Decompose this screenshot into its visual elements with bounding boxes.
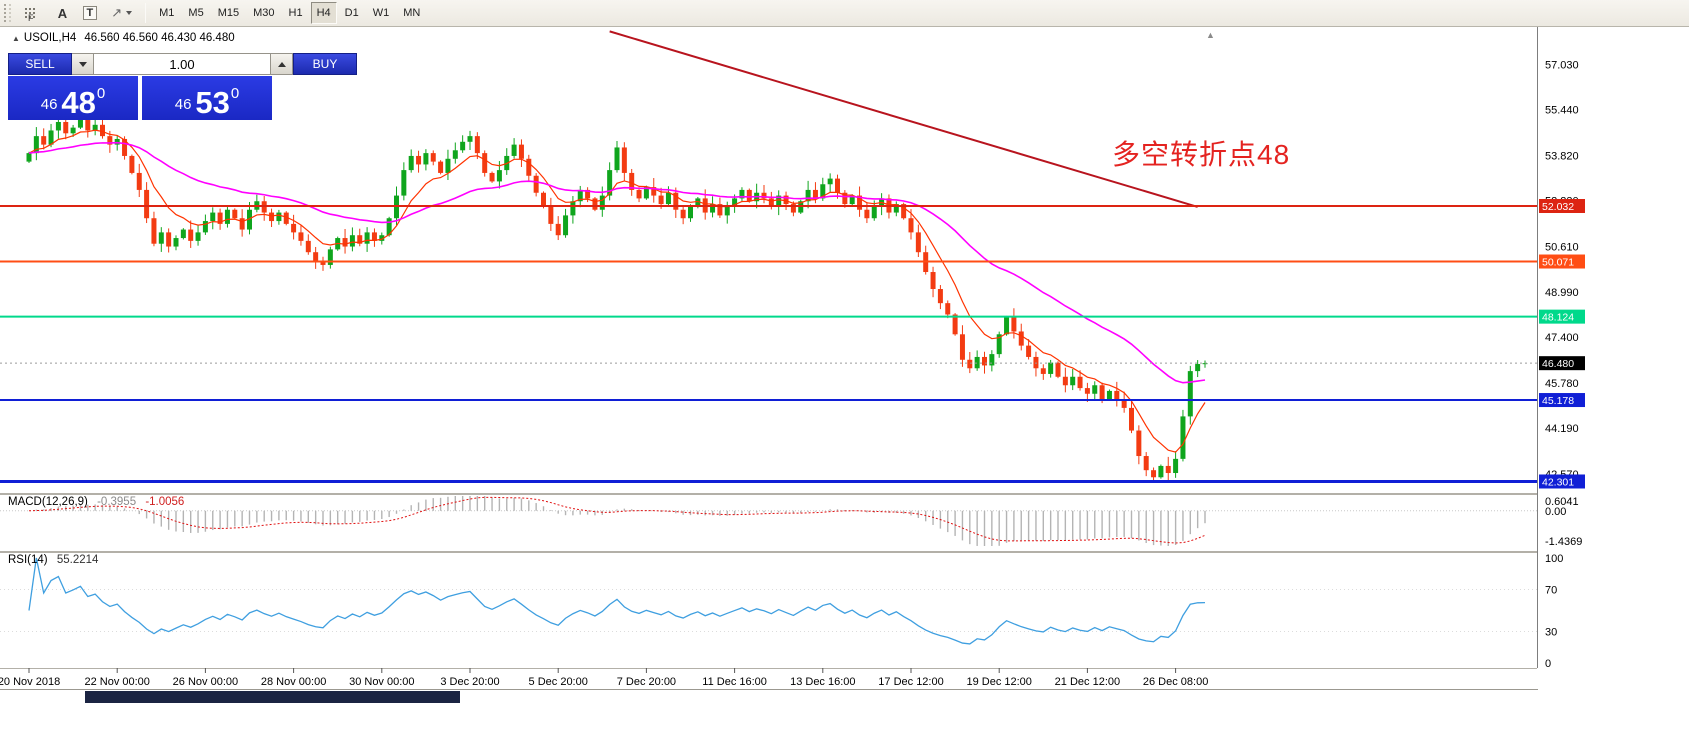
bid-price-big: 48	[61, 85, 96, 120]
svg-text:42.301: 42.301	[1542, 476, 1574, 488]
svg-text:47.400: 47.400	[1545, 332, 1579, 344]
svg-text:50.610: 50.610	[1545, 241, 1579, 253]
indicator-panels	[0, 493, 1537, 669]
letter-t-icon: T	[82, 6, 98, 20]
svg-text:100: 100	[1545, 553, 1563, 565]
time-label: 19 Dec 12:00	[966, 676, 1031, 688]
moving-averages-layer	[28, 129, 1206, 453]
macd-label: MACD(12,26,9) -0.3955 -1.0056	[8, 496, 184, 508]
time-label: 11 Dec 16:00	[702, 676, 767, 688]
scroll-to-end-icon[interactable]: ▲	[1206, 30, 1215, 40]
macd-signal-value: -1.0056	[145, 496, 185, 508]
svg-text:55.440: 55.440	[1545, 105, 1579, 117]
time-label: 26 Nov 00:00	[173, 676, 238, 688]
ask-price-sup: 0	[230, 85, 240, 102]
symbol-marker-icon: ▲	[12, 34, 20, 43]
ask-price-box[interactable]: 46 53 0	[142, 76, 272, 120]
toolbar: F A T ↗ M1 M5 M15 M30 H1 H4 D1 W1 MN	[0, 0, 1689, 27]
svg-text:52.032: 52.032	[1542, 201, 1574, 213]
timeframe-h1[interactable]: H1	[283, 2, 309, 24]
toolbar-separator	[145, 3, 147, 23]
buy-button[interactable]: BUY	[293, 53, 357, 75]
chevron-down-icon	[126, 11, 133, 15]
time-label: 3 Dec 20:00	[440, 676, 499, 688]
arrow-tool-icon: ↗	[111, 5, 123, 20]
chart-header: ▲ USOIL,H4 46.560 46.560 46.430 46.480	[12, 32, 235, 44]
timeframe-m1[interactable]: M1	[153, 2, 180, 24]
rsi-value: 55.2214	[56, 554, 99, 566]
svg-text:50.071: 50.071	[1542, 257, 1574, 269]
svg-text:0.6041: 0.6041	[1545, 496, 1579, 508]
svg-text:45.780: 45.780	[1545, 378, 1579, 390]
volume-input[interactable]	[94, 53, 271, 75]
timeframe-d1[interactable]: D1	[339, 2, 365, 24]
timeframe-w1[interactable]: W1	[367, 2, 396, 24]
time-label: 20 Nov 2018	[0, 676, 60, 688]
ask-price-prefix: 46	[174, 96, 192, 113]
macd-value: -0.3955	[97, 496, 137, 508]
svg-text:44.190: 44.190	[1545, 423, 1579, 435]
chart-plot-area[interactable]: 57.03055.44053.82052.23050.61048.99047.4…	[0, 27, 1689, 690]
lines-layer	[0, 30, 1537, 483]
trade-prices-row: 46 48 0 46 53 0	[8, 76, 272, 120]
time-label: 21 Dec 12:00	[1055, 676, 1120, 688]
bid-price-sup: 0	[96, 85, 106, 102]
timeframe-h4[interactable]: H4	[310, 2, 337, 24]
triangle-up-icon	[277, 61, 286, 67]
bid-price-box[interactable]: 46 48 0	[8, 76, 138, 120]
one-click-trading-panel: SELL BUY 46 48 0 46 53 0	[8, 53, 357, 120]
time-label: 26 Dec 08:00	[1143, 676, 1208, 688]
svg-text:48.990: 48.990	[1545, 287, 1579, 299]
svg-text:46.480: 46.480	[1542, 358, 1574, 370]
svg-text:70: 70	[1545, 585, 1557, 597]
candles-layer	[26, 110, 1208, 481]
time-label: 13 Dec 16:00	[790, 676, 855, 688]
draw-tools-button[interactable]: ↗	[105, 2, 138, 24]
rsi-label: RSI(14) 55.2214	[8, 554, 98, 566]
text-label-button[interactable]: T	[77, 2, 104, 24]
timeframe-m15[interactable]: M15	[212, 2, 245, 24]
time-label: 22 Nov 00:00	[84, 676, 149, 688]
toolbar-grip[interactable]	[4, 4, 11, 22]
svg-text:0.00: 0.00	[1545, 506, 1566, 518]
ask-price-big: 53	[195, 85, 230, 120]
svg-text:53.820: 53.820	[1545, 150, 1579, 162]
rsi-name: RSI(14)	[8, 554, 48, 566]
grid-icon	[25, 8, 27, 10]
timeframe-m30[interactable]: M30	[247, 2, 280, 24]
triangle-down-icon	[78, 61, 87, 67]
svg-text:-1.4369: -1.4369	[1545, 536, 1582, 548]
chart-annotation-text: 多空转折点48	[1112, 139, 1291, 170]
svg-text:45.178: 45.178	[1542, 395, 1574, 407]
bottom-strip	[0, 690, 1689, 751]
svg-text:30: 30	[1545, 627, 1557, 639]
bid-price-prefix: 46	[40, 96, 58, 113]
time-label: 28 Nov 00:00	[261, 676, 326, 688]
svg-text:48.124: 48.124	[1542, 312, 1574, 324]
price-axis[interactable]: 57.03055.44053.82052.23050.61048.99047.4…	[1537, 27, 1689, 690]
time-label: 5 Dec 20:00	[529, 676, 588, 688]
macd-name: MACD(12,26,9)	[8, 496, 88, 508]
svg-text:0: 0	[1545, 658, 1551, 670]
volume-increase-button[interactable]	[271, 53, 293, 75]
symbol-title: USOIL,H4	[23, 32, 77, 44]
grid-icon-label: F	[28, 13, 34, 23]
timeframe-m5[interactable]: M5	[182, 2, 209, 24]
time-axis[interactable]: 20 Nov 2018 22 Nov 00:00 26 Nov 00:00 28 No…	[0, 668, 1208, 688]
taskbar-fragment	[85, 691, 460, 703]
ohlc-values: 46.560 46.560 46.430 46.480	[84, 32, 235, 44]
time-label: 30 Nov 00:00	[349, 676, 414, 688]
svg-text:57.030: 57.030	[1545, 60, 1579, 72]
chart-window: 57.03055.44053.82052.23050.61048.99047.4…	[0, 27, 1689, 690]
sell-button[interactable]: SELL	[8, 53, 72, 75]
grid-tool-button[interactable]: F	[18, 2, 49, 24]
insert-text-button[interactable]: A	[51, 2, 75, 24]
letter-a-icon: A	[57, 5, 68, 21]
time-label: 17 Dec 12:00	[878, 676, 943, 688]
trade-controls-row: SELL BUY	[8, 53, 357, 75]
timeframe-mn[interactable]: MN	[397, 2, 426, 24]
time-label: 7 Dec 20:00	[617, 676, 676, 688]
volume-decrease-button[interactable]	[72, 53, 94, 75]
